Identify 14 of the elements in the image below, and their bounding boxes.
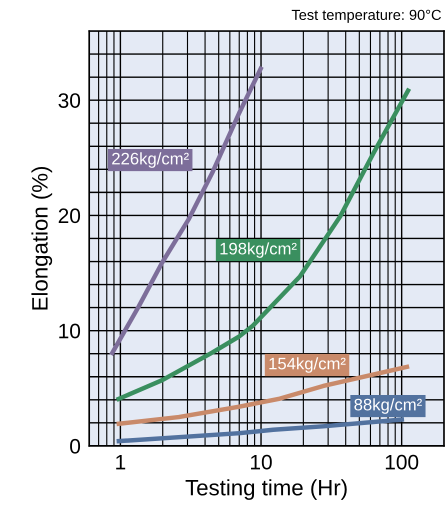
series-label: 154kg/cm² xyxy=(269,357,346,373)
x-tick-label: 1 xyxy=(116,454,126,470)
text: Test temperature: 90°C xyxy=(292,10,441,23)
y-axis-title: Elongation (%) xyxy=(31,166,52,310)
x-tick-label: 10 xyxy=(251,454,272,470)
y-tick-label: 20 xyxy=(58,208,80,224)
series-label: 226kg/cm² xyxy=(112,152,189,168)
x-axis-title: Testing time (Hr) xyxy=(186,479,347,500)
series-label: 88kg/cm² xyxy=(354,398,422,414)
y-tick-label: 30 xyxy=(58,93,80,108)
series-label: 198kg/cm² xyxy=(220,242,297,258)
x-tick-label: 100 xyxy=(386,454,418,470)
y-tick-label: 0 xyxy=(70,438,80,454)
y-tick-label: 10 xyxy=(59,324,80,338)
